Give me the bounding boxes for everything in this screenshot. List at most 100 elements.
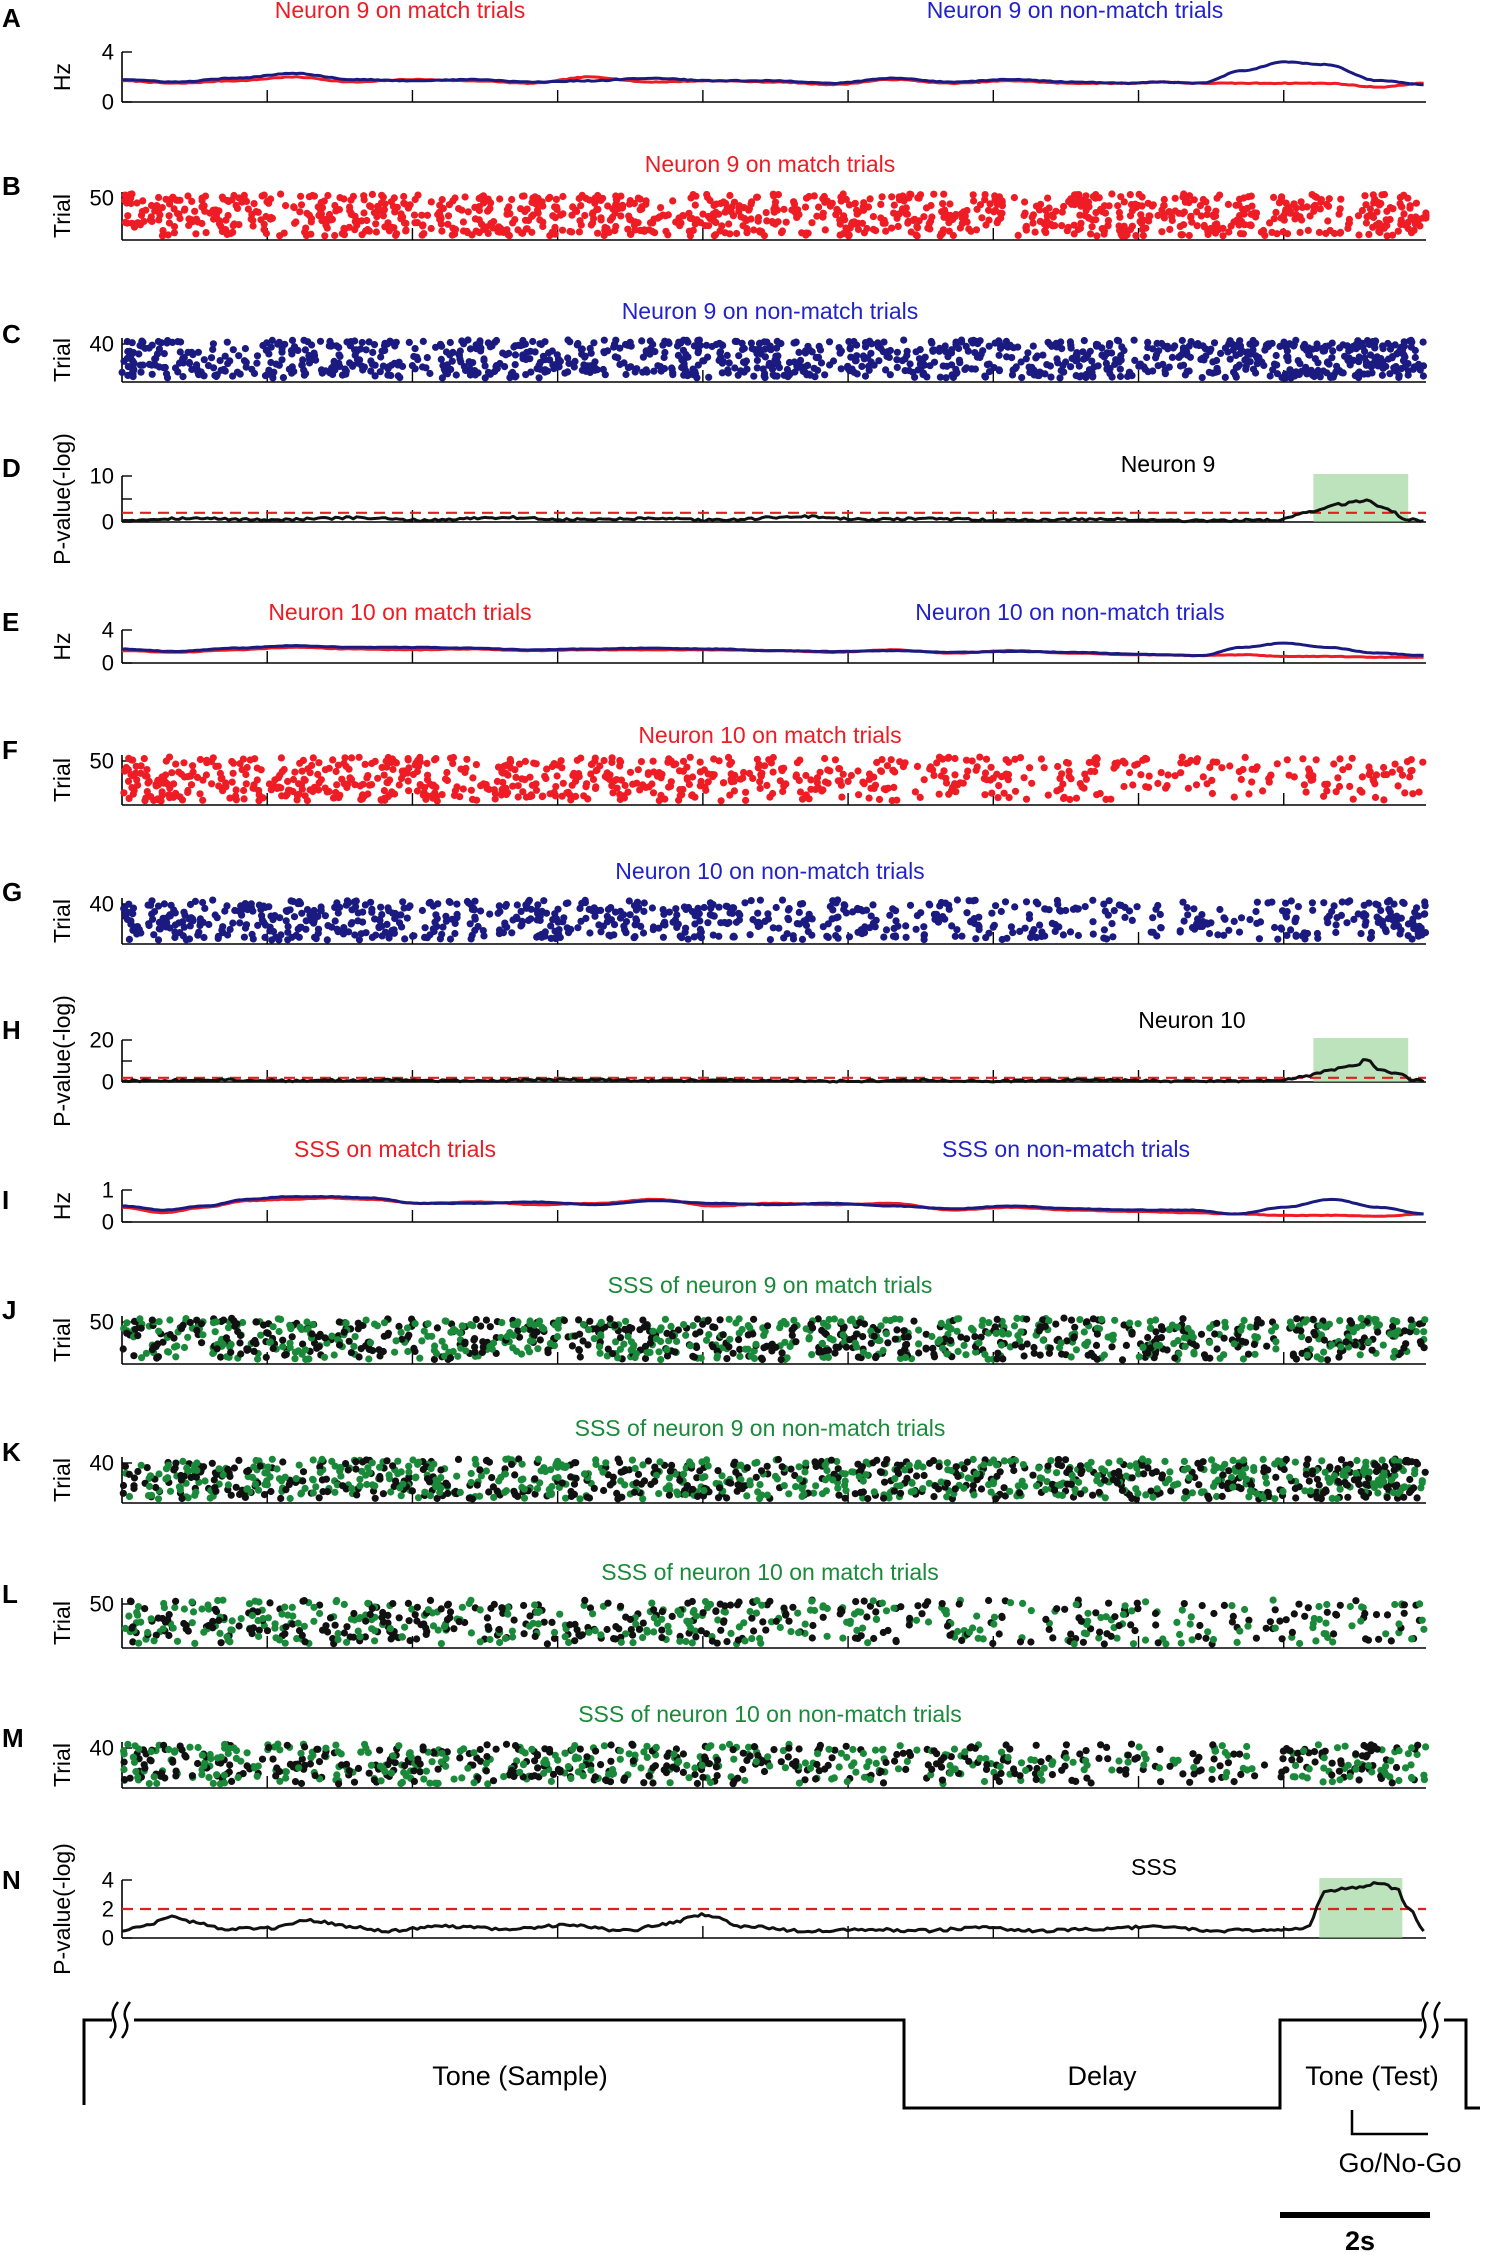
spike-dot — [839, 1331, 847, 1339]
spike-dot — [825, 1315, 833, 1324]
spike-dot — [165, 219, 173, 227]
spike-dot — [1198, 911, 1206, 919]
spike-dot — [1249, 365, 1258, 373]
spike-dot — [546, 1339, 555, 1348]
spike-dot — [890, 201, 898, 209]
spike-dot — [953, 896, 962, 904]
spike-dot — [1157, 924, 1165, 932]
spike-dot — [385, 363, 393, 371]
spike-dot — [684, 935, 692, 943]
spike-dot — [485, 206, 493, 214]
spike-dot — [496, 195, 504, 203]
spike-dot — [748, 345, 756, 353]
spike-dot — [964, 347, 972, 355]
spike-dot — [481, 374, 489, 382]
y-axis-label: P-value(-log) — [49, 433, 75, 565]
spike-dot — [342, 762, 350, 770]
spike-dot — [555, 926, 563, 934]
spike-dot — [421, 924, 429, 932]
spike-dot — [199, 776, 207, 784]
spike-dot — [869, 901, 877, 909]
spike-dot — [769, 768, 777, 776]
spike-dot — [1067, 363, 1075, 371]
spike-dot — [453, 900, 461, 908]
spike-dot — [902, 922, 910, 930]
spike-dot — [696, 758, 704, 766]
spike-dot — [134, 781, 142, 789]
spike-dot — [1271, 923, 1279, 932]
spike-dot — [719, 779, 728, 787]
spike-dot — [965, 225, 973, 233]
spike-dot — [1320, 899, 1328, 907]
spike-dot — [981, 769, 990, 777]
spike-dot — [1159, 360, 1167, 368]
spike-dot — [917, 909, 925, 917]
spike-dot — [532, 786, 541, 794]
spike-dot — [1081, 770, 1089, 778]
spike-dot — [882, 227, 890, 235]
spike-dot — [1297, 198, 1305, 206]
spike-dot — [1314, 366, 1322, 375]
spike-dot — [1004, 776, 1012, 784]
spike-dot — [595, 1343, 604, 1351]
spike-dot — [148, 1346, 156, 1354]
spike-dot — [788, 1331, 796, 1339]
spike-dot — [514, 782, 522, 790]
spike-dot — [711, 1323, 719, 1332]
spike-dot — [507, 764, 515, 772]
spike-dot — [897, 1349, 905, 1357]
spike-dot — [1021, 198, 1029, 206]
spike-dot — [331, 917, 339, 925]
spike-dot — [213, 1345, 221, 1353]
spike-dot — [1199, 354, 1207, 362]
spike-dot — [154, 1340, 162, 1348]
spike-dot — [836, 777, 844, 785]
spike-dot — [1144, 1333, 1152, 1342]
spike-dot — [1088, 223, 1096, 231]
spike-dot — [443, 370, 452, 378]
spike-dot — [636, 1326, 644, 1334]
spike-dot — [717, 919, 725, 927]
spike-dot — [757, 770, 765, 779]
spike-dot — [533, 906, 541, 914]
spike-dot — [236, 760, 244, 768]
spike-dot — [845, 232, 853, 240]
spike-dot — [1180, 221, 1188, 229]
spike-dot — [770, 205, 778, 213]
spike-dot — [1111, 360, 1119, 368]
spike-dot — [334, 909, 342, 917]
spike-dot — [427, 224, 435, 233]
spike-dot — [314, 912, 322, 921]
spike-dot — [932, 910, 941, 918]
spike-dot — [819, 209, 827, 217]
spike-dot — [1375, 362, 1383, 370]
spike-dot — [409, 932, 417, 940]
spike-dot — [324, 922, 332, 930]
spike-dot — [1345, 347, 1353, 355]
spike-dot — [1237, 914, 1246, 922]
spike-dot — [1190, 196, 1198, 204]
spike-dot — [750, 226, 758, 234]
spike-dot — [860, 780, 868, 788]
spike-dot — [290, 203, 298, 211]
spike-dot — [957, 1333, 965, 1341]
spike-dot — [705, 1331, 713, 1339]
spike-dot — [276, 771, 284, 779]
spike-dot — [1311, 355, 1319, 363]
spike-dot — [296, 1323, 304, 1331]
spike-dot — [621, 781, 629, 790]
spike-dot — [946, 217, 954, 225]
spike-dot — [1374, 901, 1382, 909]
spike-dot — [432, 1349, 441, 1358]
spike-dot — [147, 201, 156, 210]
y-axis-label: Trial — [49, 194, 75, 238]
spike-dot — [1296, 228, 1304, 236]
spike-dot — [358, 217, 366, 225]
spike-dot — [229, 372, 237, 380]
spike-dot — [233, 368, 242, 376]
spike-dot — [154, 936, 163, 944]
spike-dot — [480, 356, 488, 364]
spike-dot — [232, 786, 240, 794]
